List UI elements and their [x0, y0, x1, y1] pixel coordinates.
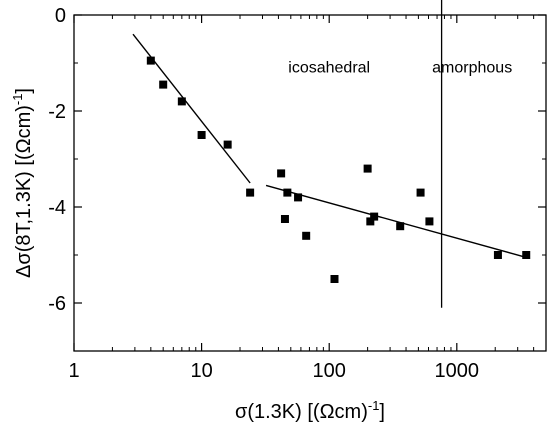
plot-frame-group — [73, 14, 547, 352]
y-tick-label: -4 — [48, 197, 66, 219]
annotation-label: icosahedral — [288, 60, 370, 77]
x-tick-label: 1000 — [435, 360, 480, 382]
y-tick-label: -2 — [48, 101, 66, 123]
fit-line — [265, 184, 527, 259]
data-point — [280, 215, 289, 223]
data-point — [223, 140, 232, 149]
data-point — [177, 97, 186, 106]
data-point — [493, 251, 502, 259]
y-axis-title-end: ] — [13, 88, 35, 94]
y-axis-title-main: Δσ(8T,1.3K) [(Ωcm) — [13, 105, 35, 278]
data-point — [370, 212, 379, 221]
data-point — [277, 169, 286, 178]
x-axis-title-main: σ(1.3K) [(Ωcm) — [235, 401, 368, 423]
data-points — [146, 56, 531, 283]
x-axis-title-sup: -1 — [368, 398, 380, 413]
y-tick-label: -6 — [48, 293, 66, 315]
y-tick-label: 0 — [55, 5, 66, 27]
y-axis-title: Δσ(8T,1.3K) [(Ωcm)-1] — [10, 88, 35, 278]
data-point — [294, 193, 303, 202]
data-point — [246, 188, 255, 197]
x-tick-label: 100 — [313, 360, 346, 382]
data-point — [416, 188, 425, 197]
data-point — [522, 251, 531, 259]
data-point — [159, 80, 168, 89]
annotation-label: amorphous — [432, 60, 512, 77]
data-point — [146, 56, 155, 65]
annotations: icosahedral amorphous — [288, 60, 512, 77]
plot-frame — [73, 14, 547, 352]
x-tick-label: 1 — [68, 360, 79, 382]
data-point — [363, 164, 372, 173]
data-point — [396, 222, 405, 231]
data-point — [366, 217, 375, 226]
data-point — [330, 275, 339, 283]
data-point — [425, 217, 434, 226]
x-tick-label: 10 — [190, 360, 212, 382]
x-axis-title: σ(1.3K) [(Ωcm)-1] — [235, 398, 385, 423]
fit-line — [132, 33, 251, 184]
axis-ticks: 1 10 100 1000 0 -2 -4 -6 — [48, 5, 547, 382]
data-point — [197, 131, 206, 139]
x-axis-title-end: ] — [379, 401, 385, 423]
data-point — [302, 231, 311, 240]
y-axis-title-sup: -1 — [10, 94, 25, 106]
data-point — [283, 188, 292, 197]
